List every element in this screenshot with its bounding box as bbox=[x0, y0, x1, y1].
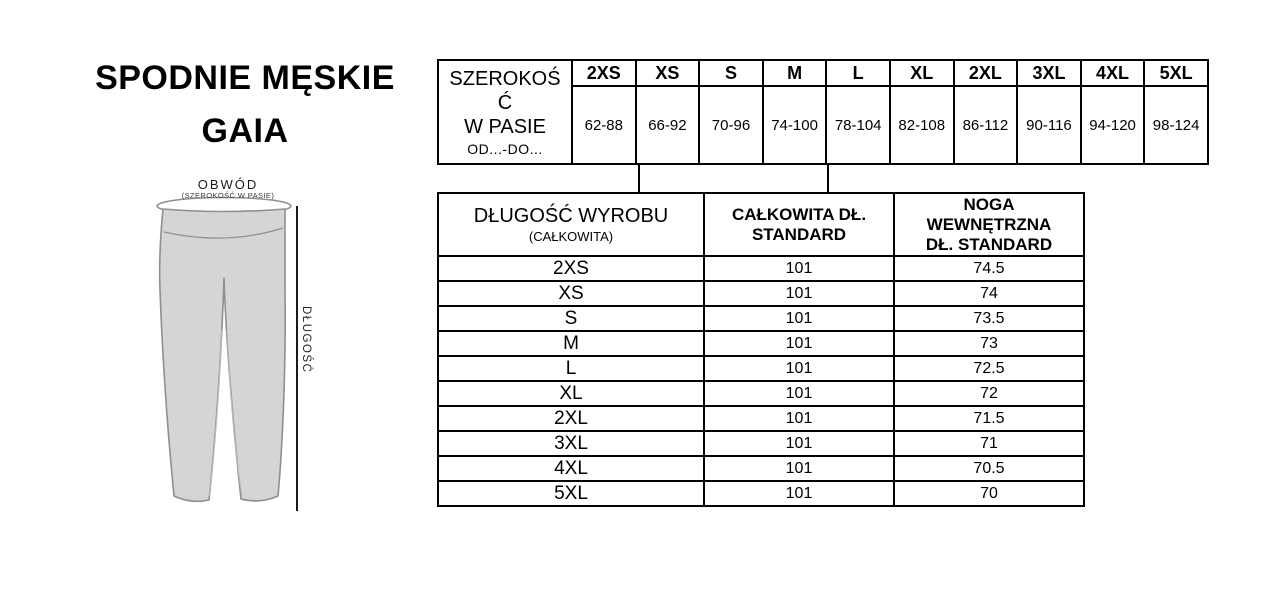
left-leg-seam-line bbox=[208, 329, 223, 497]
waist-range-value: 78-104 bbox=[825, 85, 891, 165]
size-table-header-title: SZEROKOŚ Ć W PASIE bbox=[449, 68, 561, 138]
length-table-row: 2XS 101 74.5 bbox=[437, 255, 1085, 282]
row-size: XL bbox=[437, 380, 705, 407]
row-inner-leg: 72 bbox=[893, 380, 1085, 407]
length-label: DŁUGOŚĆ bbox=[300, 306, 312, 374]
waist-range-value: 62-88 bbox=[571, 85, 637, 165]
row-inner-leg: 74.5 bbox=[893, 255, 1085, 282]
length-table-row: L 101 72.5 bbox=[437, 355, 1085, 382]
row-size: XS bbox=[437, 280, 705, 307]
waist-circumference-sublabel: (SZEROKOŚĆ W PASIE) bbox=[181, 191, 275, 200]
row-size: 5XL bbox=[437, 480, 705, 507]
length-table-header-col2: CAŁKOWITA DŁ. STANDARD bbox=[703, 192, 895, 257]
size-col-label: S bbox=[698, 59, 764, 87]
length-table-row: 3XL 101 71 bbox=[437, 430, 1085, 457]
waist-range-row: 62-88 66-92 70-96 74-100 78-104 82-108 8… bbox=[438, 85, 1209, 165]
table-connector-line bbox=[638, 163, 640, 194]
right-leg-seam-line bbox=[226, 329, 243, 496]
length-table-row: XL 101 72 bbox=[437, 380, 1085, 407]
waist-range-value: 94-120 bbox=[1079, 85, 1146, 165]
row-total-length: 101 bbox=[703, 380, 895, 407]
waist-range-value: 70-96 bbox=[698, 85, 764, 165]
row-inner-leg: 70.5 bbox=[893, 455, 1085, 482]
row-total-length: 101 bbox=[703, 455, 895, 482]
size-col-label: L bbox=[825, 59, 891, 87]
waistband-seam-line bbox=[163, 227, 284, 239]
page-title-line-2: GAIA bbox=[201, 112, 289, 150]
size-col-label: XL bbox=[888, 59, 955, 87]
waist-range-value: 82-108 bbox=[888, 85, 955, 165]
product-length-subheader: (CAŁKOWITA) bbox=[528, 229, 614, 244]
row-total-length: 101 bbox=[703, 305, 895, 332]
length-table-row: XS 101 74 bbox=[437, 280, 1085, 307]
waist-size-table: SZEROKOŚ Ć W PASIE OD...-DO... 2XS XS S … bbox=[437, 59, 1209, 165]
size-col-label: 2XL bbox=[952, 59, 1019, 87]
size-header-row: SZEROKOŚ Ć W PASIE OD...-DO... 2XS XS S … bbox=[437, 59, 1209, 165]
length-table-row: M 101 73 bbox=[437, 330, 1085, 357]
length-table-header-row: DŁUGOŚĆ WYROBU (CAŁKOWITA) CAŁKOWITA DŁ.… bbox=[437, 192, 1085, 257]
row-size: 2XS bbox=[437, 255, 705, 282]
waist-range-value: 66-92 bbox=[634, 85, 701, 165]
length-table-header-col1: DŁUGOŚĆ WYROBU (CAŁKOWITA) bbox=[437, 192, 705, 257]
row-size: 2XL bbox=[437, 405, 705, 432]
row-size: 4XL bbox=[437, 455, 705, 482]
table-connector-line bbox=[827, 163, 829, 194]
length-table-row: S 101 73.5 bbox=[437, 305, 1085, 332]
size-col-label: 3XL bbox=[1016, 59, 1082, 87]
row-total-length: 101 bbox=[703, 430, 895, 457]
pants-body-shape bbox=[158, 208, 286, 503]
row-inner-leg: 74 bbox=[893, 280, 1085, 307]
row-total-length: 101 bbox=[703, 280, 895, 307]
size-col-label: XS bbox=[634, 59, 701, 87]
size-col-label: 4XL bbox=[1079, 59, 1146, 87]
size-table-header-sub: OD...-DO... bbox=[467, 141, 543, 157]
row-size: M bbox=[437, 330, 705, 357]
row-inner-leg: 71.5 bbox=[893, 405, 1085, 432]
waist-circumference-label: OBWÓD bbox=[197, 177, 259, 192]
pants-diagram bbox=[156, 196, 292, 503]
length-measurement-line bbox=[296, 206, 298, 511]
page-title: SPODNIE MĘSKIE GAIA bbox=[50, 52, 440, 158]
row-inner-leg: 71 bbox=[893, 430, 1085, 457]
size-table-corner-cell: SZEROKOŚ Ć W PASIE OD...-DO... bbox=[437, 59, 573, 165]
size-col-label: M bbox=[761, 59, 828, 87]
row-total-length: 101 bbox=[703, 355, 895, 382]
length-table: DŁUGOŚĆ WYROBU (CAŁKOWITA) CAŁKOWITA DŁ.… bbox=[437, 192, 1085, 507]
row-inner-leg: 72.5 bbox=[893, 355, 1085, 382]
size-col-label: 2XS bbox=[571, 59, 637, 87]
length-table-header-col3: NOGA WEWNĘTRZNA DŁ. STANDARD bbox=[893, 192, 1085, 257]
row-total-length: 101 bbox=[703, 330, 895, 357]
length-table-row: 4XL 101 70.5 bbox=[437, 455, 1085, 482]
row-total-length: 101 bbox=[703, 480, 895, 507]
row-size: 3XL bbox=[437, 430, 705, 457]
row-total-length: 101 bbox=[703, 255, 895, 282]
row-total-length: 101 bbox=[703, 405, 895, 432]
row-inner-leg: 73 bbox=[893, 330, 1085, 357]
waist-range-value: 74-100 bbox=[761, 85, 828, 165]
size-col-label: 5XL bbox=[1143, 59, 1209, 87]
row-inner-leg: 70 bbox=[893, 480, 1085, 507]
row-inner-leg: 73.5 bbox=[893, 305, 1085, 332]
length-table-row: 2XL 101 71.5 bbox=[437, 405, 1085, 432]
row-size: L bbox=[437, 355, 705, 382]
length-table-row: 5XL 101 70 bbox=[437, 480, 1085, 507]
waist-range-value: 86-112 bbox=[952, 85, 1019, 165]
page-title-line-1: SPODNIE MĘSKIE bbox=[95, 59, 395, 97]
waist-range-value: 98-124 bbox=[1143, 85, 1209, 165]
product-length-header: DŁUGOŚĆ WYROBU bbox=[473, 205, 669, 227]
waist-range-value: 90-116 bbox=[1016, 85, 1082, 165]
row-size: S bbox=[437, 305, 705, 332]
